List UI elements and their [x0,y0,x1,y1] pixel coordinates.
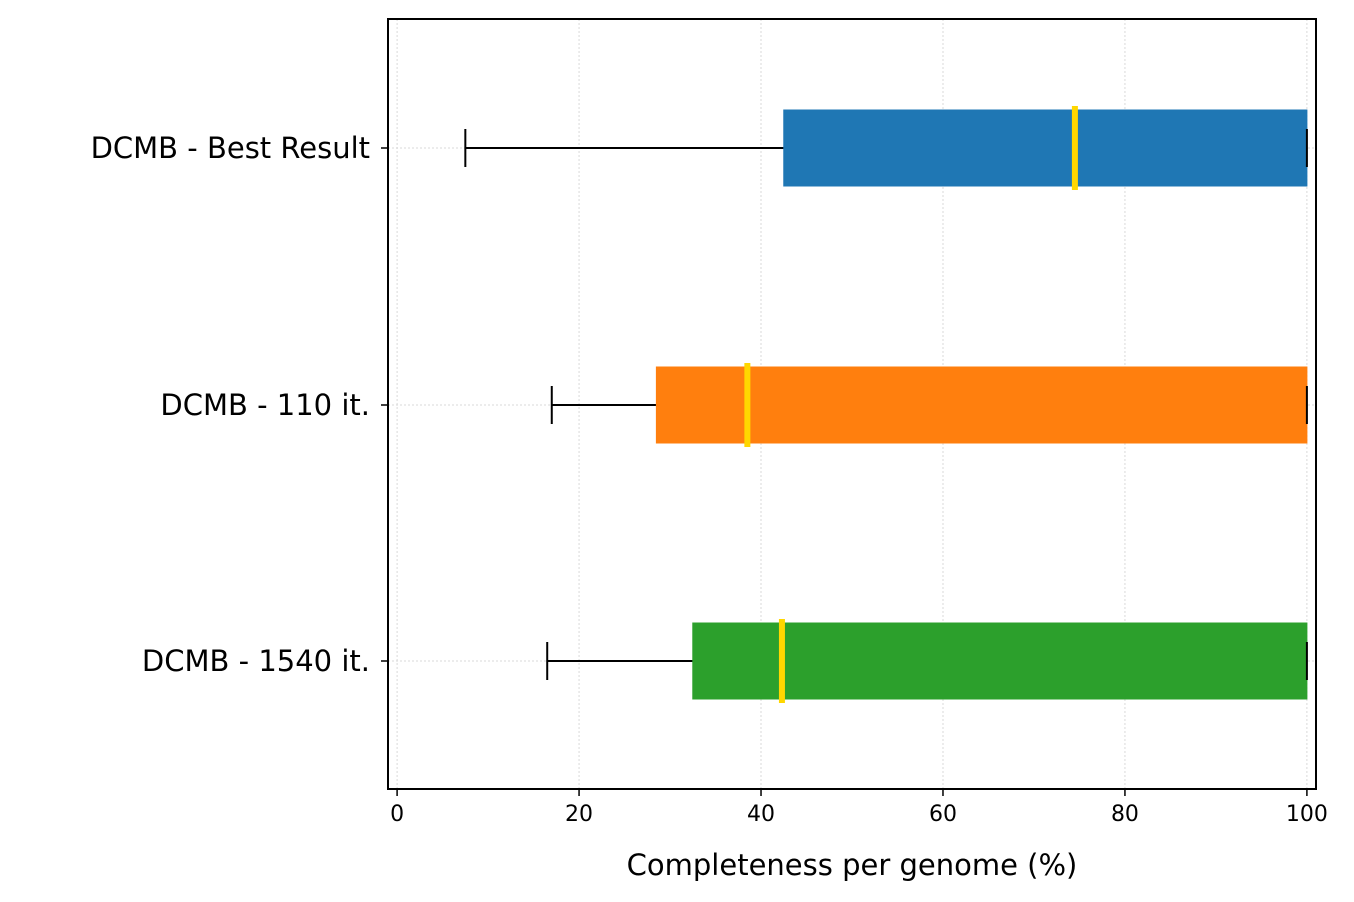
x-tick-label: 100 [1286,802,1328,827]
tick-layer: 0 20 40 60 80 100 DCMB - Best Result DCMB - 110… [91,131,1328,827]
x-tick-label: 80 [1111,802,1139,827]
x-tick-label: 40 [747,802,775,827]
x-axis-title: Completeness per genome (%) [627,848,1078,882]
x-tick-label: 60 [929,802,957,827]
y-category-label: DCMB - 1540 it. [142,644,370,678]
box-group [546,619,1308,703]
x-tick-label: 0 [390,802,404,827]
iqr-box [692,622,1308,700]
plot-frame [387,18,1317,790]
iqr-box [783,109,1308,187]
y-category-label: DCMB - Best Result [91,131,370,165]
box-layer [464,106,1308,703]
box-group [464,106,1308,190]
y-category-label: DCMB - 110 it. [160,388,370,422]
iqr-box [655,366,1308,444]
box-group [550,363,1308,447]
x-tick-label: 20 [565,802,593,827]
